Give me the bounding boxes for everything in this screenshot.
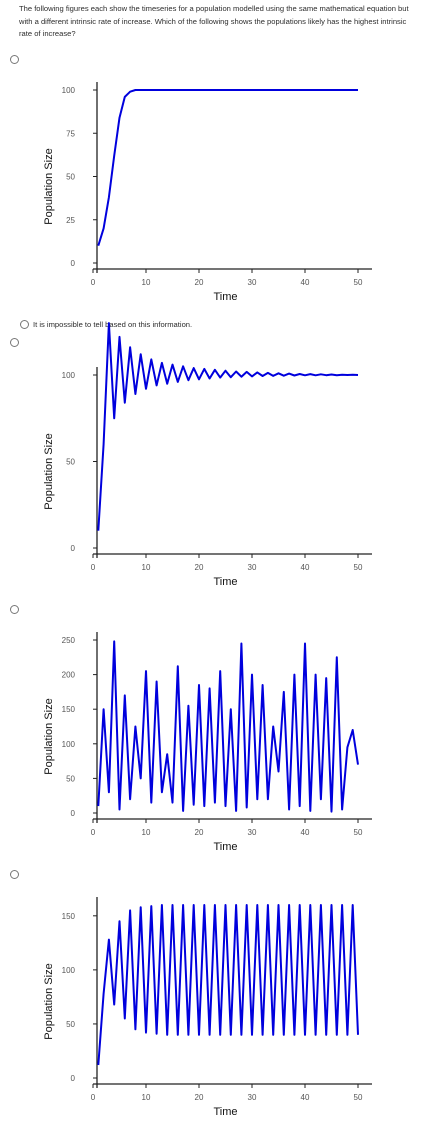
x-tick-label: 30 <box>248 563 257 572</box>
x-tick-label: 0 <box>91 278 96 287</box>
radio-option-3[interactable] <box>10 338 19 347</box>
y-tick-label: 200 <box>62 671 76 680</box>
y-axis-label: Population Size <box>43 698 55 774</box>
y-axis-label: Population Size <box>43 963 55 1039</box>
y-tick-label: 50 <box>66 458 75 467</box>
x-tick-label: 40 <box>301 828 310 837</box>
chart-1: 0 25 50 75 100 0 10 20 30 40 50 Time Population Size <box>43 82 372 303</box>
y-tick-label: 50 <box>66 1020 75 1029</box>
x-tick-label: 50 <box>354 828 363 837</box>
y-tick-label: 100 <box>62 371 76 380</box>
x-axis-label: Time <box>213 841 237 853</box>
x-tick-label: 30 <box>248 1093 257 1102</box>
radio-option-2[interactable] <box>20 320 29 329</box>
x-tick-label: 10 <box>142 278 151 287</box>
series-line <box>97 904 359 1066</box>
series-line <box>97 640 359 813</box>
chart-3: 0 50 100 150 200 250 0 10 20 30 40 50 Time Population… <box>43 632 372 853</box>
radio-option-1[interactable] <box>10 55 19 64</box>
y-axis-label: Population Size <box>43 433 55 509</box>
x-tick-label: 20 <box>195 563 204 572</box>
x-tick-label: 40 <box>301 278 310 287</box>
x-tick-label: 10 <box>142 563 151 572</box>
y-tick-label: 250 <box>62 636 76 645</box>
y-tick-label: 0 <box>71 1074 76 1083</box>
x-tick-label: 0 <box>91 828 96 837</box>
x-tick-label: 30 <box>248 278 257 287</box>
y-axis-label: Population Size <box>43 148 55 224</box>
y-tick-label: 0 <box>71 259 76 268</box>
y-tick-label: 50 <box>66 774 75 783</box>
x-tick-label: 50 <box>354 563 363 572</box>
y-tick-label: 75 <box>66 129 75 138</box>
x-tick-label: 40 <box>301 1093 310 1102</box>
y-tick-label: 0 <box>71 544 76 553</box>
y-tick-label: 50 <box>66 173 75 182</box>
question-text: The following figures each show the time… <box>19 4 409 39</box>
x-tick-label: 50 <box>354 1093 363 1102</box>
y-tick-label: 25 <box>66 216 75 225</box>
y-tick-label: 100 <box>62 86 76 95</box>
x-tick-label: 0 <box>91 1093 96 1102</box>
series-line <box>97 89 358 246</box>
x-tick-label: 20 <box>195 828 204 837</box>
chart-4: 0 50 100 150 0 10 20 30 40 50 Time Population Size <box>43 897 372 1118</box>
x-tick-label: 10 <box>142 828 151 837</box>
x-tick-label: 40 <box>301 563 310 572</box>
radio-option-4[interactable] <box>10 605 19 614</box>
x-tick-label: 10 <box>142 1093 151 1102</box>
y-tick-label: 150 <box>62 705 76 714</box>
x-tick-label: 30 <box>248 828 257 837</box>
y-tick-label: 100 <box>62 740 76 749</box>
x-axis-label: Time <box>213 291 237 303</box>
x-tick-label: 20 <box>195 1093 204 1102</box>
x-axis-label: Time <box>213 1106 237 1118</box>
radio-option-5[interactable] <box>10 870 19 879</box>
x-tick-label: 50 <box>354 278 363 287</box>
x-tick-label: 0 <box>91 563 96 572</box>
chart-2: 0 50 100 0 10 20 30 40 50 Time Population Size <box>43 322 372 588</box>
text-option-label: It is impossible to tell based on this i… <box>33 320 193 329</box>
x-axis-label: Time <box>213 576 237 588</box>
y-tick-label: 150 <box>62 912 76 921</box>
series-line <box>97 322 359 531</box>
x-tick-label: 20 <box>195 278 204 287</box>
y-tick-label: 0 <box>71 809 76 818</box>
y-tick-label: 100 <box>62 966 76 975</box>
